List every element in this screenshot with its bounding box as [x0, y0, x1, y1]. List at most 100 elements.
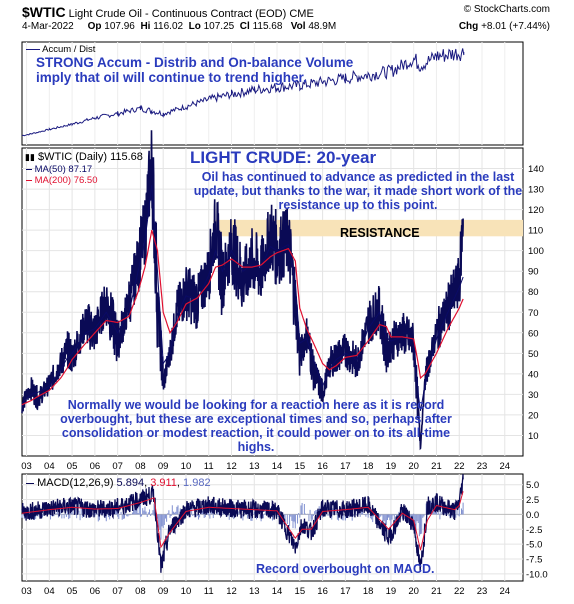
- vol-value: 48.9M: [308, 21, 337, 32]
- price-y-tick-label: 120: [528, 205, 544, 216]
- price-annotation: Oil has continued to advance as predicte…: [193, 170, 523, 212]
- macd-x-tick-label: 20: [408, 586, 419, 597]
- price-x-tick-label: 18: [363, 461, 374, 472]
- macd-x-tick-label: 17: [340, 586, 351, 597]
- price-y-tick-label: 130: [528, 185, 544, 196]
- price-x-tick-label: 10: [181, 461, 192, 472]
- accum-dist-line: [21, 48, 465, 137]
- ma200-line: [21, 229, 464, 406]
- overbought-annotation: Normally we would be looking for a react…: [60, 398, 452, 454]
- price-y-tick-label: 10: [528, 431, 539, 442]
- instrument-name: Light Crude Oil - Continuous Contract (E…: [68, 8, 287, 20]
- ma50-line: [21, 184, 464, 411]
- macd-annotation: Record overbought on MACD.: [256, 562, 435, 576]
- cl-value: 115.68: [252, 21, 283, 32]
- hi-value: 116.02: [153, 21, 184, 32]
- price-x-tick-label: 21: [431, 461, 442, 472]
- price-x-tick-label: 08: [135, 461, 146, 472]
- price-x-tick-label: 04: [44, 461, 55, 472]
- macd-x-tick-label: 05: [67, 586, 78, 597]
- chg-value: +8.01 (+7.44%): [481, 21, 550, 32]
- ma50-legend: MA(50) 87.17: [26, 164, 92, 175]
- macd-x-tick-label: 19: [386, 586, 397, 597]
- macd-legend: MACD(12,26,9) 5.894, 3.911, 1.982: [26, 477, 211, 489]
- price-x-tick-label: 12: [226, 461, 237, 472]
- macd-x-tick-label: 22: [454, 586, 465, 597]
- op-label: Op: [87, 21, 102, 32]
- price-x-tick-label: 09: [158, 461, 169, 472]
- price-x-tick-label: 20: [408, 461, 419, 472]
- price-x-tick-label: 19: [386, 461, 397, 472]
- macd-x-tick-label: 24: [499, 586, 510, 597]
- symbol-label: $WTIC: [22, 4, 66, 20]
- macd-x-tick-label: 14: [272, 586, 283, 597]
- macd-x-tick-label: 06: [90, 586, 101, 597]
- price-y-tick-label: 80: [528, 287, 539, 298]
- accum-annotation: STRONG Accum - Distrib and On-balance Vo…: [36, 55, 354, 86]
- macd-value-2: 3.911: [150, 477, 177, 489]
- resistance-label: RESISTANCE: [340, 226, 420, 240]
- macd-x-tick-label: 10: [181, 586, 192, 597]
- macd-value-3: 1.982: [183, 477, 211, 489]
- macd-x-tick-label: 12: [226, 586, 237, 597]
- price-y-tick-label: 110: [528, 226, 543, 237]
- price-x-tick-label: 16: [317, 461, 328, 472]
- price-x-tick-label: 14: [272, 461, 283, 472]
- price-series-line: [21, 130, 464, 451]
- macd-x-tick-label: 11: [204, 586, 214, 597]
- price-legend-icon: ▮▮: [25, 152, 35, 162]
- vol-label: Vol: [290, 21, 306, 32]
- ma200-legend: MA(200) 76.50: [26, 175, 97, 186]
- date-label: 4-Mar-2022: [22, 21, 74, 32]
- price-y-tick-label: 60: [528, 328, 539, 339]
- accum-panel-frame: [21, 41, 524, 146]
- macd-x-tick-label: 03: [21, 586, 32, 597]
- accum-legend-label: Accum / Dist: [42, 44, 96, 55]
- ma50-swatch: [26, 168, 32, 170]
- macd-x-tick-label: 23: [477, 586, 488, 597]
- macd-x-tick-label: 07: [112, 586, 123, 597]
- ma200-swatch: [26, 179, 32, 181]
- price-legend: ▮▮ $WTIC (Daily) 115.68: [25, 151, 143, 163]
- price-x-tick-label: 11: [204, 461, 214, 472]
- macd-legend-swatch: [26, 482, 34, 484]
- macd-y-tick-label: 5.0: [526, 480, 539, 491]
- price-x-tick-label: 06: [90, 461, 101, 472]
- price-legend-label: $WTIC (Daily) 115.68: [37, 151, 143, 163]
- macd-y-tick-label: -10.0: [526, 569, 548, 580]
- hi-label: Hi: [140, 21, 151, 32]
- macd-y-tick-label: -2.5: [526, 525, 542, 536]
- macd-x-tick-label: 15: [295, 586, 306, 597]
- site-label: © StockCharts.com: [463, 4, 550, 15]
- price-x-tick-label: 13: [249, 461, 260, 472]
- macd-x-tick-label: 21: [431, 586, 442, 597]
- price-x-tick-label: 23: [477, 461, 488, 472]
- price-x-tick-label: 03: [21, 461, 32, 472]
- macd-x-tick-label: 13: [249, 586, 260, 597]
- macd-panel-frame: [21, 473, 524, 582]
- lo-label: Lo: [188, 21, 201, 32]
- op-value: 107.96: [104, 21, 135, 32]
- exchange-label: CME: [289, 8, 314, 20]
- accum-legend-swatch: [26, 48, 40, 50]
- price-x-tick-label: 22: [454, 461, 465, 472]
- price-y-tick-label: 40: [528, 369, 539, 380]
- macd-x-tick-label: 08: [135, 586, 146, 597]
- macd-signal-line: [21, 491, 464, 551]
- price-y-tick-label: 90: [528, 267, 539, 278]
- macd-value-1: 5.894: [116, 477, 145, 489]
- chart-header: $WTIC Light Crude Oil - Continuous Contr…: [22, 4, 550, 42]
- price-x-tick-label: 17: [340, 461, 351, 472]
- macd-y-tick-label: -5.0: [526, 540, 542, 551]
- cl-label: Cl: [239, 21, 250, 32]
- macd-y-tick-label: -7.5: [526, 555, 542, 566]
- macd-x-tick-label: 18: [363, 586, 374, 597]
- accum-legend: Accum / Dist: [26, 44, 95, 55]
- price-x-tick-label: 05: [67, 461, 78, 472]
- macd-x-tick-label: 09: [158, 586, 169, 597]
- macd-x-tick-label: 16: [317, 586, 328, 597]
- price-y-tick-label: 70: [528, 308, 539, 319]
- macd-y-tick-label: 0.0: [526, 510, 539, 521]
